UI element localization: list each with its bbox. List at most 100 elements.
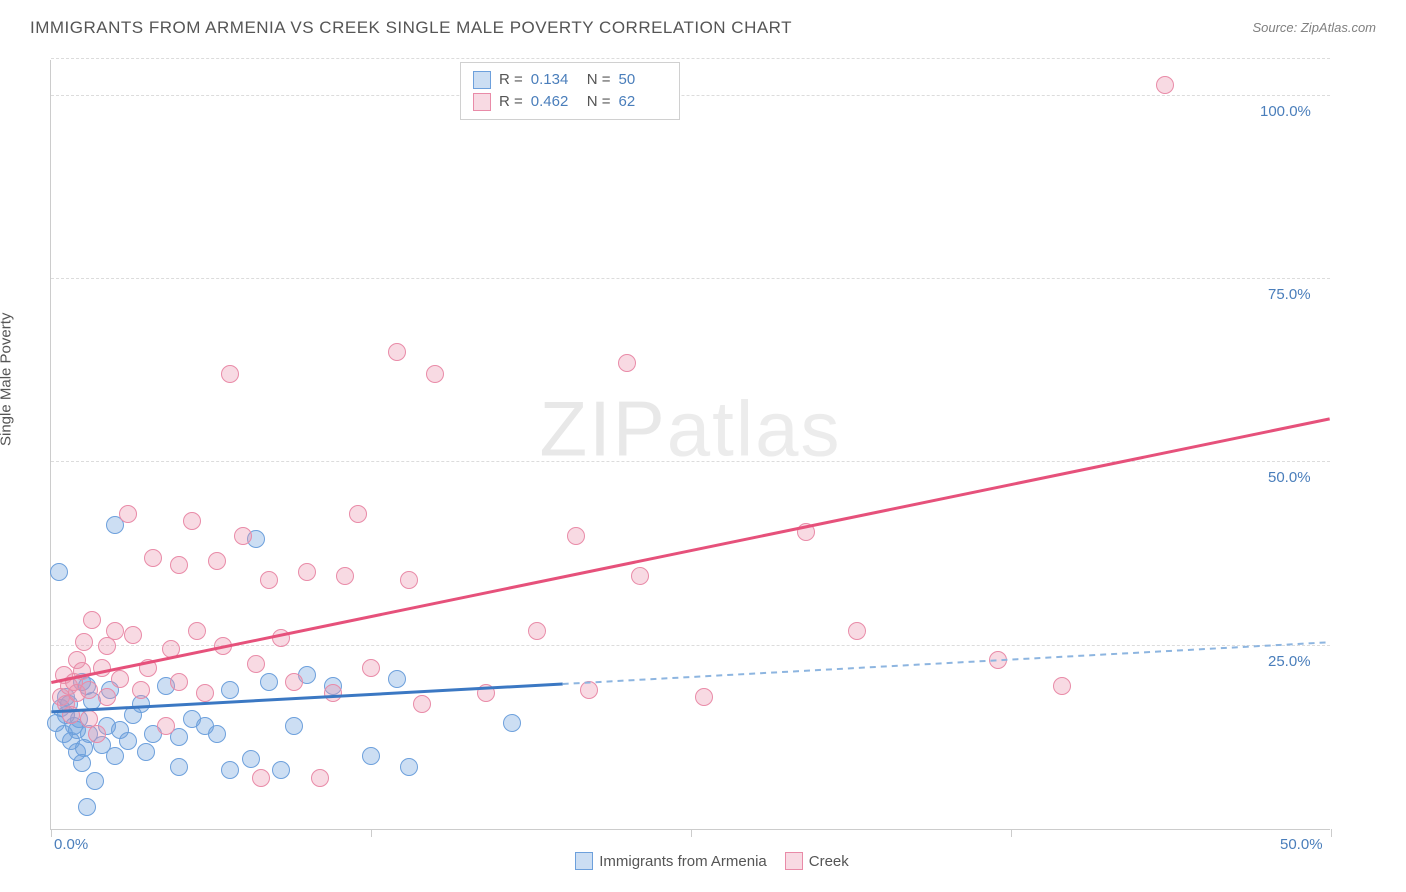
series-legend: Immigrants from Armenia Creek xyxy=(0,852,1406,870)
data-point xyxy=(170,758,188,776)
data-point xyxy=(50,563,68,581)
y-tick-label: 100.0% xyxy=(1260,103,1311,120)
data-point xyxy=(88,725,106,743)
legend-swatch xyxy=(473,93,491,111)
legend-r-label: R = xyxy=(499,69,523,91)
data-point xyxy=(362,747,380,765)
data-point xyxy=(78,798,96,816)
data-point xyxy=(221,365,239,383)
data-point xyxy=(119,505,137,523)
data-point xyxy=(272,761,290,779)
data-point xyxy=(111,670,129,688)
data-point xyxy=(989,651,1007,669)
data-point xyxy=(132,681,150,699)
data-point xyxy=(528,622,546,640)
data-point xyxy=(311,769,329,787)
legend-series-label: Creek xyxy=(809,853,849,870)
legend-r-label: R = xyxy=(499,91,523,113)
data-point xyxy=(80,681,98,699)
data-point xyxy=(62,706,80,724)
data-point xyxy=(260,571,278,589)
data-point xyxy=(285,717,303,735)
x-tick-label: 50.0% xyxy=(1280,836,1323,853)
data-point xyxy=(1053,677,1071,695)
legend-n-label: N = xyxy=(587,69,611,91)
legend-row: R = 0.462 N = 62 xyxy=(473,91,667,113)
y-tick-label: 0.0% xyxy=(54,836,88,853)
x-tick xyxy=(1331,829,1332,837)
data-point xyxy=(362,659,380,677)
data-point xyxy=(400,571,418,589)
data-point xyxy=(188,622,206,640)
regression-line xyxy=(51,419,1329,683)
data-point xyxy=(214,637,232,655)
data-point xyxy=(86,772,104,790)
data-point xyxy=(580,681,598,699)
y-axis-label: Single Male Poverty xyxy=(0,313,15,446)
data-point xyxy=(336,567,354,585)
data-point xyxy=(162,640,180,658)
data-point xyxy=(75,633,93,651)
data-point xyxy=(137,743,155,761)
y-tick-label: 75.0% xyxy=(1268,286,1311,303)
data-point xyxy=(124,626,142,644)
gridline xyxy=(51,95,1330,96)
data-point xyxy=(170,673,188,691)
data-point xyxy=(413,695,431,713)
gridline xyxy=(51,278,1330,279)
data-point xyxy=(196,684,214,702)
data-point xyxy=(567,527,585,545)
legend-row: R = 0.134 N = 50 xyxy=(473,69,667,91)
regression-lines-layer xyxy=(51,60,1330,829)
data-point xyxy=(221,681,239,699)
correlation-legend: R = 0.134 N = 50 R = 0.462 N = 62 xyxy=(460,62,680,120)
data-point xyxy=(298,563,316,581)
legend-n-value: 50 xyxy=(619,69,667,91)
data-point xyxy=(234,527,252,545)
data-point xyxy=(119,732,137,750)
scatter-plot-area: ZIPatlas xyxy=(50,60,1330,830)
legend-swatch xyxy=(575,852,593,870)
data-point xyxy=(388,670,406,688)
x-tick xyxy=(371,829,372,837)
source-attribution: Source: ZipAtlas.com xyxy=(1252,20,1376,35)
data-point xyxy=(106,622,124,640)
data-point xyxy=(400,758,418,776)
data-point xyxy=(631,567,649,585)
y-tick-label: 25.0% xyxy=(1268,653,1311,670)
x-tick xyxy=(51,829,52,837)
legend-n-value: 62 xyxy=(619,91,667,113)
data-point xyxy=(93,659,111,677)
x-tick xyxy=(1011,829,1012,837)
y-tick-label: 50.0% xyxy=(1268,469,1311,486)
data-point xyxy=(260,673,278,691)
data-point xyxy=(183,512,201,530)
gridline xyxy=(51,645,1330,646)
data-point xyxy=(144,549,162,567)
data-point xyxy=(157,717,175,735)
data-point xyxy=(208,552,226,570)
data-point xyxy=(83,611,101,629)
data-point xyxy=(848,622,866,640)
legend-swatch xyxy=(785,852,803,870)
legend-r-value: 0.462 xyxy=(531,91,579,113)
gridline xyxy=(51,461,1330,462)
legend-n-label: N = xyxy=(587,91,611,113)
legend-r-value: 0.134 xyxy=(531,69,579,91)
data-point xyxy=(73,662,91,680)
data-point xyxy=(797,523,815,541)
data-point xyxy=(221,761,239,779)
data-point xyxy=(503,714,521,732)
data-point xyxy=(139,659,157,677)
data-point xyxy=(242,750,260,768)
data-point xyxy=(618,354,636,372)
data-point xyxy=(247,655,265,673)
data-point xyxy=(477,684,495,702)
data-point xyxy=(324,684,342,702)
data-point xyxy=(426,365,444,383)
data-point xyxy=(170,556,188,574)
regression-line-extrapolated xyxy=(563,642,1330,684)
data-point xyxy=(98,688,116,706)
legend-series-label: Immigrants from Armenia xyxy=(599,853,767,870)
data-point xyxy=(285,673,303,691)
